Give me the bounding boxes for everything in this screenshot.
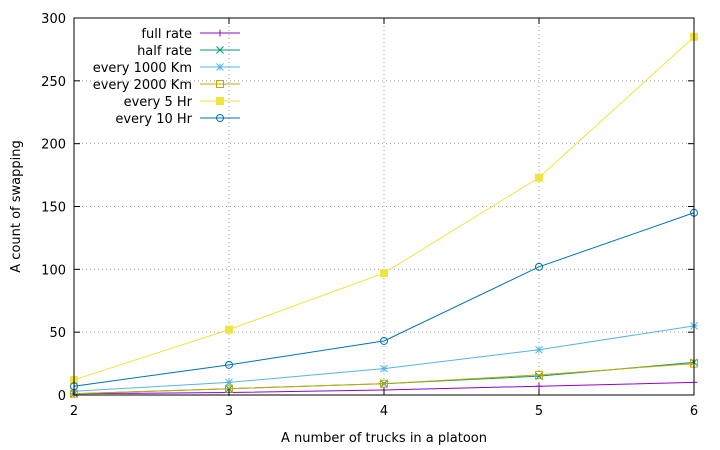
data-point (535, 370, 543, 379)
legend-item: full rate (141, 27, 240, 42)
data-point (535, 173, 543, 182)
data-point (380, 379, 388, 388)
x-axis-label: A number of trucks in a platoon (281, 431, 487, 446)
y-tick-label: 200 (41, 138, 66, 153)
data-point (380, 364, 388, 373)
legend-marker (216, 80, 224, 88)
data-point (535, 262, 543, 271)
legend-item: every 1000 Km (93, 61, 240, 76)
legend-label: every 5 Hr (124, 95, 193, 110)
data-point (535, 382, 543, 390)
axis-ticks: 2 3 4 5 6 0 50 100 150 200 250 300 (41, 12, 698, 419)
legend-item: every 5 Hr (124, 95, 240, 110)
x-tick-label: 3 (225, 404, 233, 419)
series-every-10-hr (70, 208, 698, 391)
data-point (380, 269, 388, 278)
legend-label: half rate (137, 44, 192, 59)
data-point (225, 360, 233, 369)
legend-item: every 2000 Km (93, 78, 240, 93)
x-tick-label: 5 (535, 404, 543, 419)
y-tick-label: 300 (41, 12, 66, 27)
legend-label: every 1000 Km (93, 61, 192, 76)
legend-marker (216, 29, 224, 37)
y-tick-label: 0 (58, 389, 66, 404)
legend-label: full rate (141, 27, 192, 42)
legend-label: every 10 Hr (115, 112, 192, 127)
data-point (380, 336, 388, 345)
data-point (535, 345, 543, 354)
series-line (73, 363, 695, 395)
legend: full rate half rate every 1000 Km every 200… (93, 27, 240, 127)
legend-label: every 2000 Km (93, 78, 192, 93)
y-axis-label: A count of swapping (9, 140, 24, 272)
data-point (225, 325, 233, 334)
y-tick-label: 100 (41, 263, 66, 278)
legend-marker (216, 114, 224, 122)
legend-item: half rate (137, 44, 240, 59)
y-tick-label: 150 (41, 201, 66, 216)
series-line (73, 212, 695, 387)
legend-marker (216, 63, 224, 71)
data-point (225, 378, 233, 387)
x-tick-label: 4 (380, 404, 388, 419)
grid (74, 18, 694, 395)
x-tick-label: 6 (690, 404, 698, 419)
legend-marker (216, 46, 224, 54)
y-tick-label: 250 (41, 75, 66, 90)
x-tick-label: 2 (70, 404, 78, 419)
legend-marker (216, 97, 224, 105)
series-every-2000-km (70, 359, 698, 398)
legend-item: every 10 Hr (115, 112, 240, 127)
y-tick-label: 50 (49, 326, 66, 341)
